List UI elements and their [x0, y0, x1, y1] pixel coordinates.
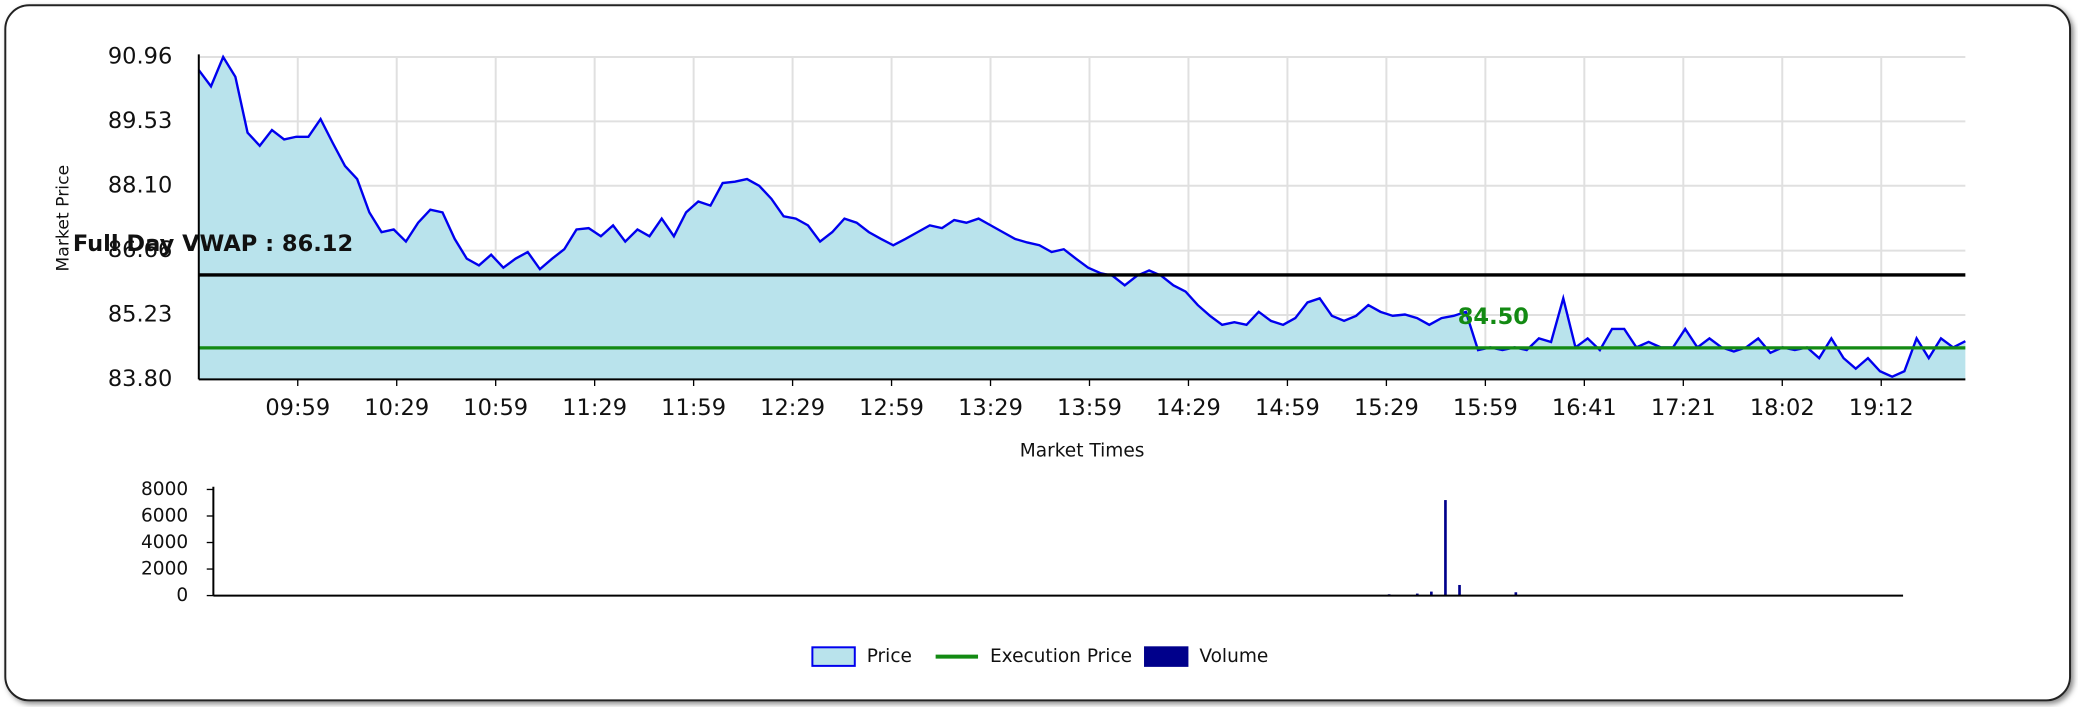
x-tick-label: 11:29 — [562, 395, 627, 421]
x-tick-label: 12:29 — [760, 395, 825, 421]
plots: 83.80 85.23 86.66 88.10 89.53 90.96 09:59 10:29… — [54, 44, 1966, 667]
x-tick-label: 17:21 — [1651, 395, 1716, 421]
x-tick-label: 12:59 — [859, 395, 924, 421]
legend-label: Execution Price — [990, 646, 1132, 667]
vwap-label: Full Day VWAP : 86.12 — [73, 231, 353, 257]
x-tick-label: 15:29 — [1354, 395, 1419, 421]
legend-label: Volume — [1199, 646, 1268, 667]
x-tick-label: 11:59 — [661, 395, 726, 421]
y-tick-label: 2000 — [141, 559, 188, 580]
x-tick-label: 18:02 — [1750, 395, 1815, 421]
x-tick-label: 10:29 — [364, 395, 429, 421]
execution-label: 84.50 — [1458, 304, 1529, 330]
volume-bar — [1444, 500, 1447, 596]
x-tick-label: 15:59 — [1453, 395, 1518, 421]
legend-swatch — [811, 646, 856, 667]
y-tick-label: 85.23 — [108, 301, 172, 327]
y-axis-title: Market Price — [54, 165, 74, 272]
y-tick-label: 86.66 — [108, 237, 172, 263]
y-tick-label: 6000 — [141, 505, 188, 526]
x-axis-title: Market Times — [1020, 440, 1145, 461]
y-tick-label: 4000 — [141, 532, 188, 553]
x-tick-label: 10:59 — [463, 395, 528, 421]
y-tick-label: 83.80 — [108, 366, 172, 392]
legend-swatch — [1144, 646, 1189, 667]
volume-bar — [1458, 584, 1461, 596]
x-tick-label: 14:29 — [1156, 395, 1221, 421]
volume-bar — [1430, 591, 1433, 596]
x-tick-label: 09:59 — [265, 395, 330, 421]
y-tick-label: 88.10 — [108, 172, 172, 198]
x-tick-label: 13:29 — [958, 395, 1023, 421]
volume-bar — [1514, 592, 1518, 596]
x-tick-label: 13:59 — [1057, 395, 1122, 421]
y-tick-label: 0 — [176, 585, 188, 606]
x-tick-label: 14:59 — [1255, 395, 1320, 421]
price-area — [198, 57, 1966, 380]
y-tick-label: 8000 — [141, 479, 188, 500]
y-tick-label: 89.53 — [108, 108, 172, 134]
legend-label: Price — [867, 646, 912, 667]
y-tick-label: 90.96 — [108, 44, 172, 70]
x-tick-label: 16:41 — [1552, 395, 1617, 421]
x-tick-label: 19:12 — [1849, 395, 1914, 421]
